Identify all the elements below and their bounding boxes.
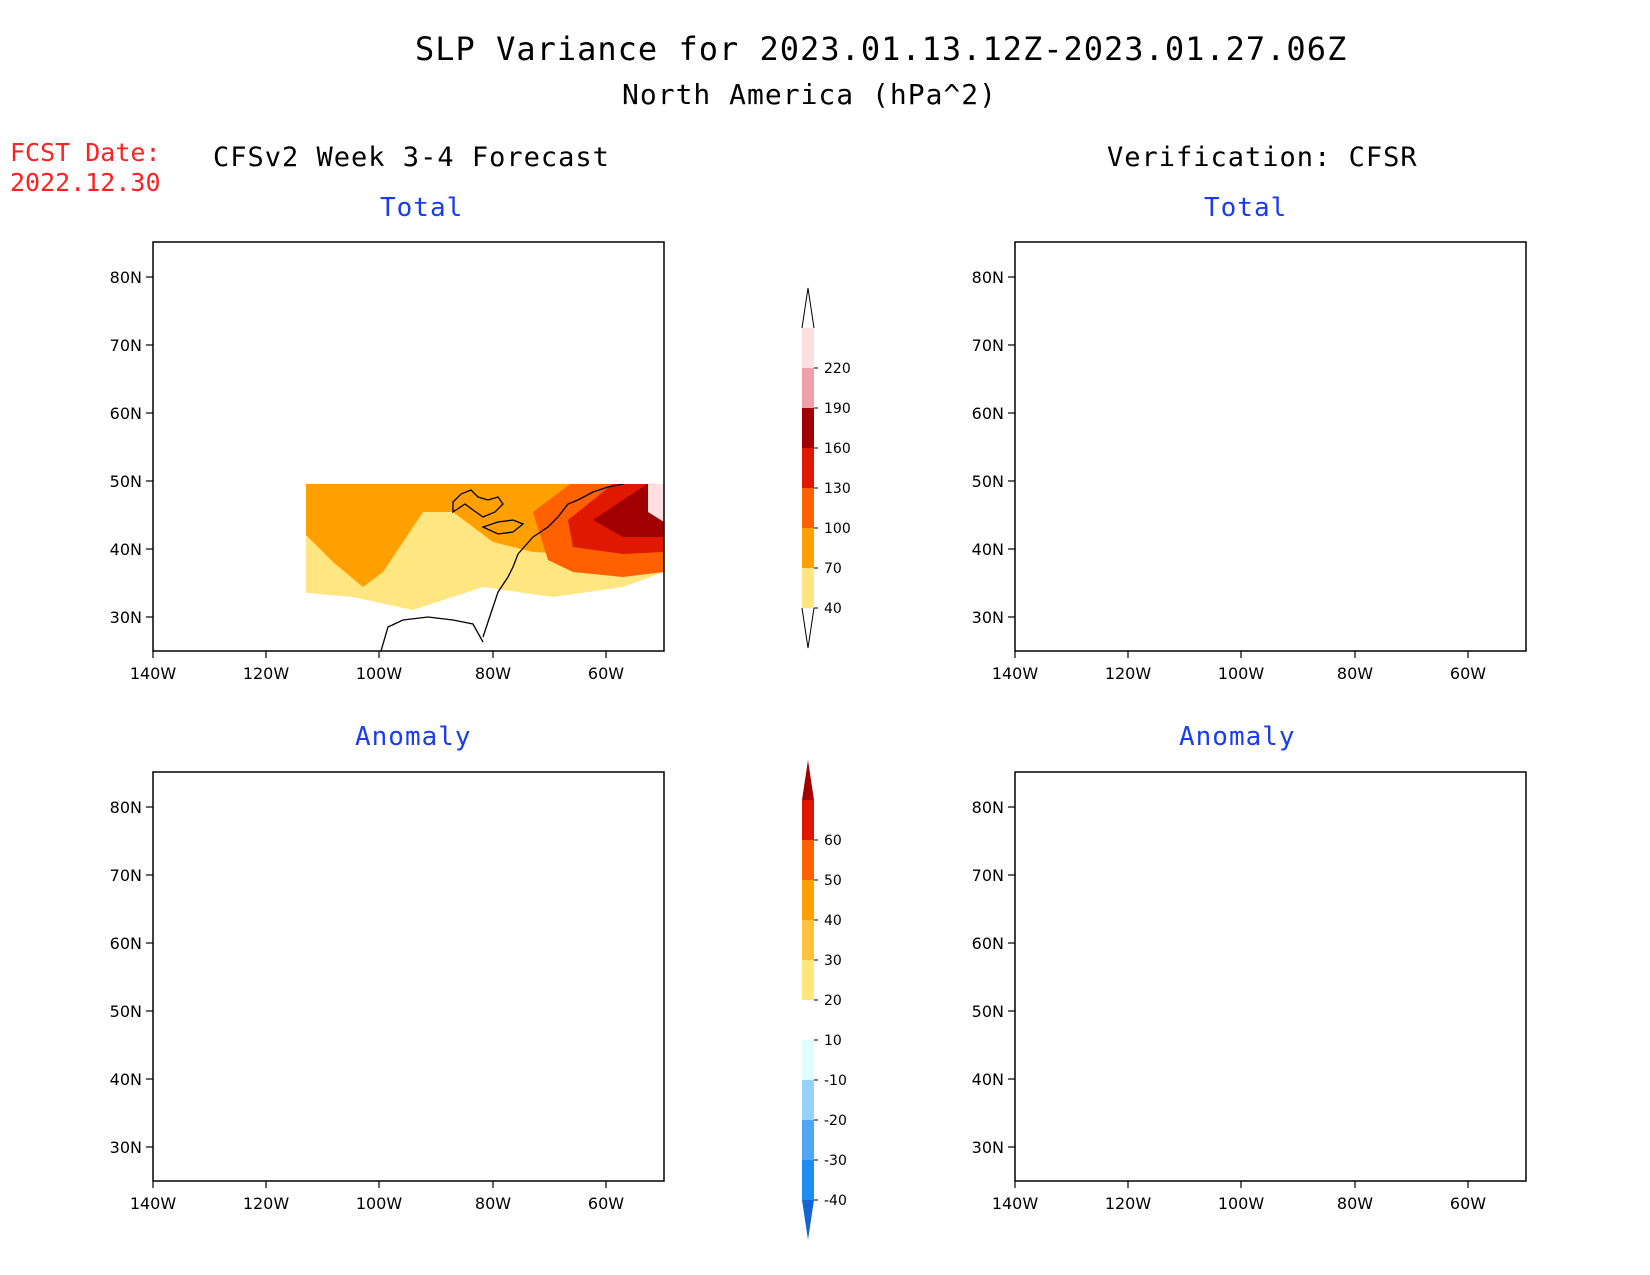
colorbar-total-label: 40 (824, 601, 842, 617)
lon-tick-label: 60W (588, 664, 624, 683)
lat-tick-label: 30N (972, 608, 1004, 627)
colorbar-anomaly-box (802, 1160, 814, 1200)
lat-tick-label: 60N (972, 934, 1004, 953)
figure-title: SLP Variance for 2023.01.13.12Z-2023.01.… (415, 30, 1348, 68)
lon-tick-label: 80W (475, 664, 511, 683)
colorbar-anomaly-label: 60 (824, 833, 842, 849)
lon-tick-label: 100W (356, 664, 403, 683)
lat-tick-label: 30N (110, 1138, 142, 1157)
lat-tick-label: 40N (110, 1070, 142, 1089)
colorbar-anomaly-bottom-arrow (802, 1200, 814, 1240)
lon-tick-label: 100W (1218, 1194, 1265, 1213)
lon-tick-label: 60W (588, 1194, 624, 1213)
colorbar-total-label: 190 (824, 401, 851, 417)
colorbar-total-box (802, 408, 814, 448)
colorbar-anomaly-label: -10 (824, 1073, 847, 1089)
lon-tick-label: 120W (1105, 1194, 1152, 1213)
colorbar-anomaly: -40 -30 -20 -10 10 20 30 40 50 60 (802, 760, 847, 1240)
lat-tick-label: 80N (110, 798, 142, 817)
lat-tick-label: 40N (110, 540, 142, 559)
colorbar-anomaly-label: -30 (824, 1153, 847, 1169)
colorbar-anomaly-label: -20 (824, 1113, 847, 1129)
colorbar-anomaly-label: 50 (824, 873, 842, 889)
lat-tick-label: 60N (110, 404, 142, 423)
map-panel-forecast-anomaly (152, 771, 665, 1182)
map-panel-forecast-total (152, 241, 665, 652)
colorbar-total-label: 100 (824, 521, 851, 537)
lat-tick-label: 50N (972, 1002, 1004, 1021)
lon-tick-label: 140W (992, 664, 1039, 683)
lat-tick-label: 70N (972, 866, 1004, 885)
colorbar-anomaly-box (802, 880, 814, 920)
lon-tick-label: 120W (1105, 664, 1152, 683)
forecast-header: CFSv2 Week 3-4 Forecast (213, 142, 610, 173)
verification-header: Verification: CFSR (1107, 142, 1418, 173)
lat-tick-label: 80N (972, 798, 1004, 817)
colorbar-anomaly-box (802, 1040, 814, 1080)
map-panel-verification-anomaly (1014, 771, 1527, 1182)
colorbar-anomaly-box (802, 1120, 814, 1160)
panel-title-forecast-total: Total (380, 193, 464, 223)
lat-tick-label: 60N (972, 404, 1004, 423)
lat-tick-label: 70N (110, 866, 142, 885)
colorbar-total: 40 70 100 130 160 190 220 (801, 287, 851, 649)
colorbar-anomaly-label: -40 (824, 1193, 847, 1209)
panel-title-verification-total: Total (1204, 193, 1288, 223)
panel-title-forecast-anomaly: Anomaly (355, 722, 472, 752)
lat-tick-label: 80N (110, 268, 142, 287)
colorbar-anomaly-top-arrow (802, 760, 814, 800)
lon-tick-label: 140W (992, 1194, 1039, 1213)
figure-subtitle: North America (hPa^2) (622, 78, 998, 111)
colorbar-total-label: 160 (824, 441, 851, 457)
lat-tick-label: 80N (972, 268, 1004, 287)
lon-tick-label: 140W (130, 1194, 177, 1213)
lon-tick-label: 80W (475, 1194, 511, 1213)
colorbar-anomaly-box (802, 840, 814, 880)
colorbar-total-box (802, 328, 814, 368)
map-panel-verification-total (1014, 241, 1527, 652)
colorbar-anomaly-box (802, 1080, 814, 1120)
colorbar-anomaly-box (802, 1000, 814, 1040)
panel-title-verification-anomaly: Anomaly (1179, 722, 1296, 752)
colorbar-total-box (802, 448, 814, 488)
lat-tick-label: 50N (110, 472, 142, 491)
colorbar-anomaly-label: 40 (824, 913, 842, 929)
colorbar-anomaly-label: 30 (824, 953, 842, 969)
colorbar-total-label: 130 (824, 481, 851, 497)
colorbar-total-label: 70 (824, 561, 842, 577)
lon-tick-label: 80W (1337, 664, 1373, 683)
lat-tick-label: 50N (110, 1002, 142, 1021)
lon-tick-label: 120W (243, 664, 290, 683)
lon-tick-label: 60W (1450, 1194, 1486, 1213)
lat-tick-label: 60N (110, 934, 142, 953)
colorbar-anomaly-box (802, 800, 814, 840)
colorbar-anomaly-box (802, 960, 814, 1000)
lon-tick-label: 100W (1218, 664, 1265, 683)
lat-tick-label: 30N (972, 1138, 1004, 1157)
lon-tick-label: 100W (356, 1194, 403, 1213)
lat-tick-label: 70N (972, 336, 1004, 355)
lat-tick-label: 70N (110, 336, 142, 355)
colorbar-total-box (802, 568, 814, 608)
colorbar-anomaly-box (802, 920, 814, 960)
colorbar-total-box (802, 488, 814, 528)
lon-tick-label: 80W (1337, 1194, 1373, 1213)
colorbar-total-top-arrow (801, 287, 815, 329)
colorbar-total-box (802, 368, 814, 408)
colorbar-anomaly-label: 20 (824, 993, 842, 1009)
lat-tick-label: 40N (972, 1070, 1004, 1089)
lon-tick-label: 60W (1450, 664, 1486, 683)
lat-tick-label: 40N (972, 540, 1004, 559)
colorbar-total-bottom-arrow (801, 607, 815, 649)
lat-tick-label: 30N (110, 608, 142, 627)
lat-tick-label: 50N (972, 472, 1004, 491)
lon-tick-label: 120W (243, 1194, 290, 1213)
lon-tick-label: 140W (130, 664, 177, 683)
fcst-date-label: FCST Date: (10, 138, 161, 167)
colorbar-anomaly-label: 10 (824, 1033, 842, 1049)
fcst-date-value: 2022.12.30 (10, 168, 161, 197)
colorbar-total-box (802, 528, 814, 568)
colorbar-total-label: 220 (824, 361, 851, 377)
